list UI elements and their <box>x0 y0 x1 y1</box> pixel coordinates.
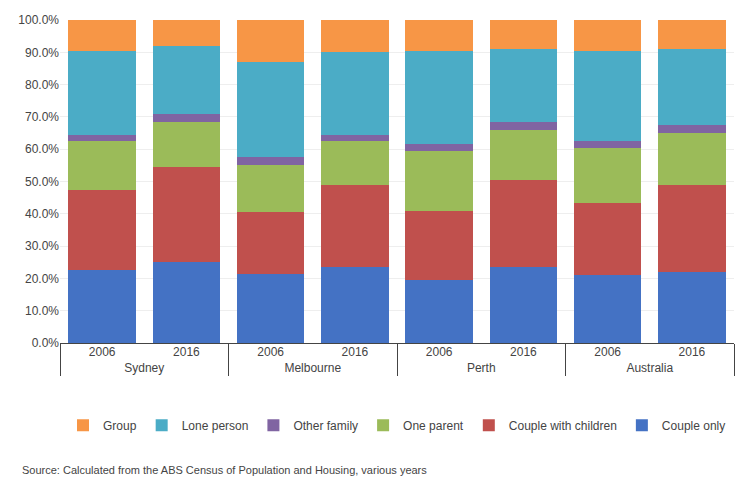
svg-text:80.0%: 80.0% <box>25 78 59 92</box>
svg-text:2016: 2016 <box>510 345 537 359</box>
svg-text:10.0%: 10.0% <box>25 304 59 318</box>
svg-text:2006: 2006 <box>426 345 453 359</box>
svg-text:One parent: One parent <box>403 419 464 433</box>
svg-text:2006: 2006 <box>89 345 116 359</box>
svg-text:90.0%: 90.0% <box>25 46 59 60</box>
svg-text:2006: 2006 <box>257 345 284 359</box>
svg-text:Australia: Australia <box>626 361 673 375</box>
svg-text:30.0%: 30.0% <box>25 239 59 253</box>
svg-text:Source: Calculated from the AB: Source: Calculated from the ABS Census o… <box>22 464 427 476</box>
svg-text:50.0%: 50.0% <box>25 175 59 189</box>
svg-text:2006: 2006 <box>594 345 621 359</box>
svg-text:Perth: Perth <box>467 361 496 375</box>
svg-text:Melbourne: Melbourne <box>284 361 341 375</box>
svg-text:100.0%: 100.0% <box>18 13 59 27</box>
svg-text:Group: Group <box>103 419 137 433</box>
svg-text:Other family: Other family <box>293 419 358 433</box>
svg-text:60.0%: 60.0% <box>25 142 59 156</box>
svg-text:Couple only: Couple only <box>662 419 725 433</box>
svg-text:Couple with children: Couple with children <box>509 419 617 433</box>
svg-text:Lone person: Lone person <box>182 419 249 433</box>
svg-text:2016: 2016 <box>342 345 369 359</box>
svg-text:70.0%: 70.0% <box>25 110 59 124</box>
svg-text:Sydney: Sydney <box>124 361 164 375</box>
svg-text:40.0%: 40.0% <box>25 207 59 221</box>
svg-text:0.0%: 0.0% <box>32 336 60 350</box>
svg-text:20.0%: 20.0% <box>25 272 59 286</box>
svg-text:2016: 2016 <box>173 345 200 359</box>
svg-text:2016: 2016 <box>679 345 706 359</box>
